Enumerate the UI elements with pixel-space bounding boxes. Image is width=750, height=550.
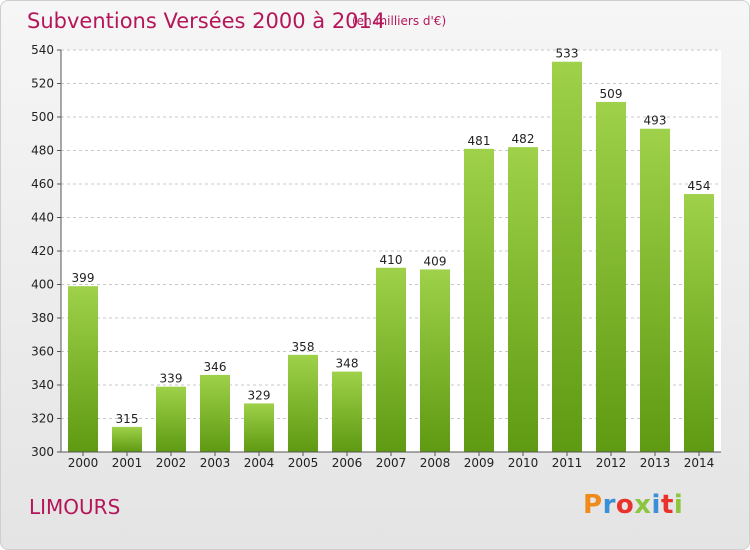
bar-2014 [684, 194, 714, 453]
bar-2002 [156, 386, 186, 452]
logo-letter: o [615, 490, 635, 520]
bar-2013 [640, 128, 670, 452]
value-label-2006: 348 [336, 357, 359, 371]
bar-2011 [552, 61, 582, 452]
bar-2012 [596, 101, 626, 453]
y-tick-label: 340 [31, 378, 54, 392]
x-tick-label-2005: 2005 [288, 456, 319, 470]
y-tick-label: 360 [31, 345, 54, 359]
logo-letter: r [602, 490, 616, 520]
bars [68, 61, 714, 453]
value-label-2013: 493 [644, 114, 667, 128]
y-tick-label: 500 [31, 110, 54, 124]
y-tick-label: 380 [31, 311, 54, 325]
x-axis-ticks: 2000 2001 2002 2003 2004 2005 2006 2007 2008 2009… [68, 452, 715, 470]
bar-2007 [376, 267, 406, 452]
chart-title: Subventions Versées 2000 à 2014 [27, 9, 386, 33]
y-tick-label: 400 [31, 278, 54, 292]
bar-2000 [68, 286, 98, 452]
y-tick-label: 300 [31, 445, 54, 459]
logo-letter: i [673, 490, 684, 520]
x-tick-label-2003: 2003 [200, 456, 231, 470]
y-tick-label: 520 [31, 77, 54, 91]
x-tick-label-2008: 2008 [420, 456, 451, 470]
logo-letter: t [660, 490, 674, 520]
bar-2001 [112, 426, 142, 452]
y-axis-ticks: 300 320 340 360 380 400 420 440 460 480 500 520 540 [31, 43, 61, 459]
value-label-2002: 339 [160, 372, 183, 386]
x-tick-label-2000: 2000 [68, 456, 99, 470]
value-label-2012: 509 [600, 87, 623, 101]
bar-2004 [244, 403, 274, 452]
x-tick-label-2006: 2006 [332, 456, 363, 470]
value-label-2001: 315 [116, 412, 139, 426]
logo-letter: P [583, 490, 603, 520]
logo-letter: i [651, 490, 661, 520]
x-tick-label-2011: 2011 [552, 456, 583, 470]
logo-letter: x [634, 490, 652, 520]
x-tick-label-2010: 2010 [508, 456, 539, 470]
bar-2009 [464, 148, 494, 452]
value-label-2003: 346 [204, 360, 227, 374]
bar-2010 [508, 147, 538, 452]
x-tick-label-2009: 2009 [464, 456, 495, 470]
bar-2006 [332, 371, 362, 452]
value-label-2014: 454 [688, 179, 711, 193]
value-label-2000: 399 [72, 271, 95, 285]
y-tick-label: 420 [31, 244, 54, 258]
value-label-2011: 533 [556, 47, 579, 61]
value-label-2005: 358 [292, 340, 315, 354]
x-tick-label-2001: 2001 [112, 456, 143, 470]
y-tick-label: 460 [31, 177, 54, 191]
x-tick-label-2013: 2013 [640, 456, 671, 470]
chart-subtitle: (en milliers d'€) [352, 14, 447, 28]
x-tick-label-2007: 2007 [376, 456, 407, 470]
value-label-2010: 482 [512, 132, 535, 146]
value-label-2004: 329 [248, 388, 271, 402]
y-tick-label: 540 [31, 43, 54, 57]
y-tick-label: 480 [31, 144, 54, 158]
value-label-2009: 481 [468, 134, 491, 148]
y-tick-label: 440 [31, 211, 54, 225]
place-name: LIMOURS [29, 495, 121, 519]
bar-2003 [200, 374, 230, 452]
y-tick-label: 320 [31, 412, 54, 426]
bar-2005 [288, 354, 318, 452]
bar-2008 [420, 269, 450, 452]
value-label-2008: 409 [424, 254, 447, 268]
x-tick-label-2004: 2004 [244, 456, 275, 470]
proxiti-logo: Proxiti [583, 490, 683, 520]
value-label-2007: 410 [380, 253, 403, 267]
x-tick-label-2002: 2002 [156, 456, 187, 470]
x-tick-label-2012: 2012 [596, 456, 627, 470]
value-labels: 399 315 339 346 329 358 348 410 409 481 482 533 509 4… [72, 47, 711, 426]
x-tick-label-2014: 2014 [684, 456, 715, 470]
